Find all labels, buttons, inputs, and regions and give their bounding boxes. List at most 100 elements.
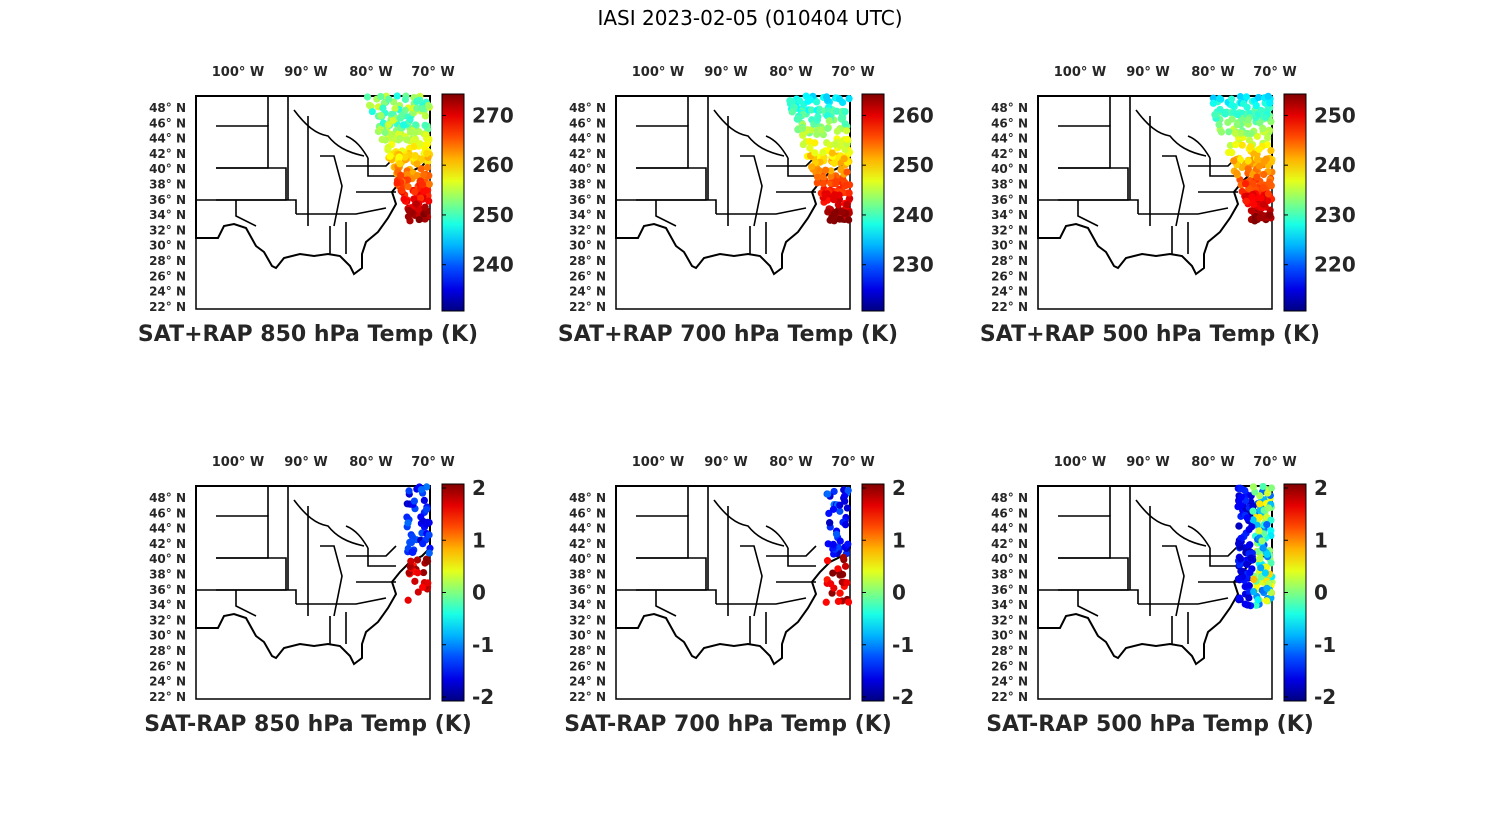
lon-tick-label: 100° W: [1054, 455, 1107, 470]
map-panel: 100° W 90° W 80° W 70° W 48° N46° N 44° N42° …: [144, 455, 494, 737]
swath-point: [844, 598, 853, 606]
swath-point: [1236, 555, 1245, 563]
lat-tick-label: 38° N: [149, 178, 186, 192]
lat-tick-label: 38° N: [569, 568, 606, 582]
lat-tick-label: 32° N: [569, 613, 606, 627]
swath-point: [1264, 190, 1272, 198]
swath-point: [841, 120, 849, 128]
swath-point: [401, 95, 410, 104]
swath-point: [1267, 484, 1276, 492]
swath-point: [395, 153, 403, 161]
state-boundary: [1038, 199, 1139, 214]
colorbar: [441, 93, 465, 312]
map-panel: 100° W 90° W 80° W 70° W 48° N46° N 44° N42° …: [986, 455, 1336, 737]
colorbar-tick-label: 240: [472, 253, 514, 277]
basemap: [195, 92, 434, 276]
swath-point: [828, 149, 836, 157]
swath-point: [420, 170, 428, 179]
lat-tick-label: 48° N: [991, 101, 1028, 115]
swath-point: [1263, 521, 1271, 529]
swath-point: [827, 167, 835, 175]
swath-point: [1259, 124, 1267, 132]
swath-point: [846, 194, 854, 203]
swath-point: [411, 121, 420, 129]
swath-point: [409, 533, 417, 541]
swath-point: [422, 131, 430, 139]
swath-point: [1249, 502, 1257, 510]
lat-tick-label: 46° N: [991, 116, 1028, 130]
swath-point: [833, 127, 842, 135]
swath-point: [835, 191, 843, 199]
swath-point: [832, 530, 841, 538]
lat-tick-label: 44° N: [991, 522, 1028, 536]
swath-point: [423, 483, 431, 491]
swath-point: [841, 562, 850, 570]
swath-point: [393, 92, 401, 100]
lat-tick-label: 36° N: [569, 583, 606, 597]
swath-point: [388, 131, 396, 139]
swath-point: [835, 95, 843, 103]
swath-point: [1221, 110, 1229, 118]
lat-tick-label: 40° N: [991, 552, 1028, 566]
swath-point: [421, 112, 430, 120]
state-boundary: [1171, 222, 1189, 254]
state-boundary: [787, 548, 816, 567]
swath-point: [1256, 492, 1264, 500]
lat-tick-label: 24° N: [991, 285, 1028, 299]
state-boundary: [267, 486, 289, 590]
swath-point: [1256, 119, 1264, 127]
swath-point: [824, 208, 832, 216]
data-swath: [403, 483, 434, 604]
lat-tick-label: 38° N: [991, 568, 1028, 582]
state-boundary: [713, 109, 785, 157]
swath-point: [819, 174, 827, 182]
lat-tick-label: 48° N: [149, 491, 186, 505]
lat-tick-label: 42° N: [569, 537, 606, 551]
swath-point: [1242, 93, 1251, 101]
swath-point: [822, 598, 830, 606]
lat-tick-label: 36° N: [149, 583, 186, 597]
swath-point: [1244, 116, 1252, 124]
swath-point: [397, 171, 405, 179]
swath-point: [829, 505, 838, 513]
swath-point: [414, 569, 422, 577]
lat-tick-label: 24° N: [149, 285, 186, 299]
swath-point: [1252, 601, 1260, 609]
swath-point: [1258, 537, 1266, 545]
swath-point: [796, 97, 804, 105]
state-boundary: [1187, 525, 1211, 549]
lat-tick-label: 34° N: [569, 598, 606, 612]
swath-point: [830, 210, 838, 218]
swath-point: [836, 501, 844, 509]
lon-tick-label: 90° W: [1126, 455, 1169, 470]
colorbar-tick-label: 260: [892, 103, 934, 127]
lat-tick-label: 28° N: [569, 254, 606, 268]
basemap: [1037, 482, 1276, 666]
swath-point: [419, 540, 427, 548]
lat-tick-label: 28° N: [991, 644, 1028, 658]
basemap: [1037, 92, 1276, 276]
panel-title: SAT+RAP 850 hPa Temp (K): [138, 322, 478, 347]
swath-point: [409, 548, 417, 556]
swath-point: [1263, 550, 1271, 558]
colorbar-tick-label: -1: [892, 633, 914, 657]
lon-tick-label: 80° W: [349, 455, 392, 470]
swath-point: [798, 125, 807, 133]
state-boundary: [655, 200, 677, 227]
swath-point: [1253, 155, 1262, 163]
swath-point: [788, 98, 796, 106]
swath-point: [417, 194, 425, 202]
swath-point: [1262, 563, 1271, 572]
swath-point: [419, 568, 428, 577]
swath-point: [1244, 157, 1252, 165]
swath-point: [845, 216, 853, 224]
swath-point: [1261, 569, 1269, 577]
lat-tick-label: 28° N: [149, 254, 186, 268]
swath-point: [840, 155, 848, 163]
swath-point: [838, 208, 846, 216]
swath-point: [407, 557, 415, 565]
state-boundary: [267, 96, 289, 200]
lat-tick-label: 32° N: [149, 613, 186, 627]
swath-point: [424, 579, 432, 587]
swath-point: [1266, 99, 1274, 107]
